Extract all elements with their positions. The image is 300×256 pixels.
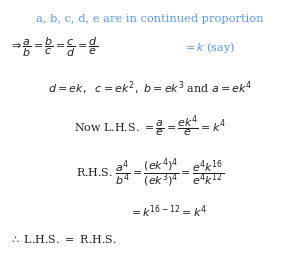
Text: $= k$ (say): $= k$ (say) — [183, 40, 235, 55]
Text: $\Rightarrow \dfrac{a}{b} = \dfrac{b}{c} = \dfrac{c}{d} = \dfrac{d}{e}$: $\Rightarrow \dfrac{a}{b} = \dfrac{b}{c}… — [9, 36, 98, 59]
Text: $\therefore$ L.H.S. $=$ R.H.S.: $\therefore$ L.H.S. $=$ R.H.S. — [9, 233, 117, 245]
Text: Now L.H.S. $= \dfrac{a}{e} = \dfrac{ek^4}{e} = k^4$: Now L.H.S. $= \dfrac{a}{e} = \dfrac{ek^4… — [74, 114, 226, 140]
Text: a, b, c, d, e are in continued proportion: a, b, c, d, e are in continued proportio… — [36, 14, 264, 24]
Text: $d = ek,\ \ c = ek^2,\ b = ek^3$ and $a = ek^4$: $d = ek,\ \ c = ek^2,\ b = ek^3$ and $a … — [48, 80, 252, 97]
Text: $= k^{16-12} = k^4$: $= k^{16-12} = k^4$ — [129, 203, 207, 219]
Text: R.H.S. $\dfrac{a^4}{b^4} = \dfrac{(ek^4)^4}{(ek^3)^4} = \dfrac{e^4k^{16}}{e^4k^{: R.H.S. $\dfrac{a^4}{b^4} = \dfrac{(ek^4)… — [76, 156, 224, 189]
